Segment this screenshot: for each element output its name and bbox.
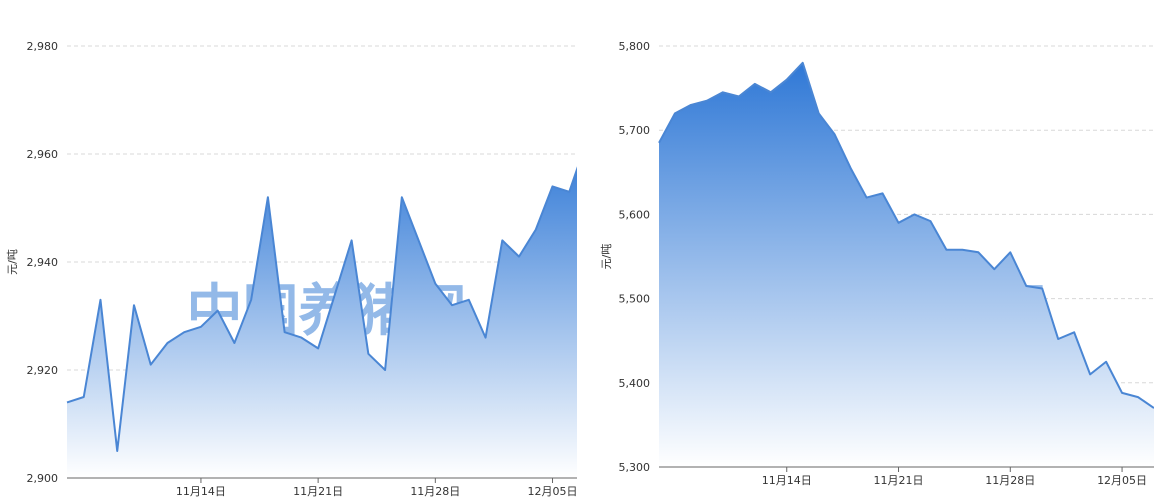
y-tick-label: 2,920 — [27, 364, 59, 377]
x-tick-label: 11月14日 — [176, 485, 226, 498]
y-tick-label: 5,800 — [619, 40, 651, 53]
y-axis-label: 元/吨 — [600, 244, 613, 270]
y-tick-label: 5,700 — [619, 124, 651, 137]
y-tick-label: 2,980 — [27, 40, 59, 53]
x-tick-label: 12月05日 — [1097, 474, 1147, 487]
y-tick-label: 2,900 — [27, 472, 59, 485]
area-fill — [659, 62, 1154, 468]
y-axis-label: 元/吨 — [6, 249, 19, 275]
y-tick-label: 2,960 — [27, 148, 59, 161]
series-line — [658, 61, 1154, 409]
area-fill — [67, 169, 577, 478]
y-tick-label: 5,400 — [619, 377, 651, 390]
y-tick-label: 5,500 — [619, 293, 651, 306]
x-tick-label: 11月14日 — [762, 474, 812, 487]
series-line — [66, 166, 577, 452]
x-tick-label: 12月05日 — [528, 485, 577, 498]
left-chart: 2,900 2,920 2,940 2,960 2,980 中国养猪网 11月14日 11月2… — [6, 40, 577, 498]
x-tick-label: 11月21日 — [293, 485, 343, 498]
chart-svg: 5,3005,4005,5005,6005,7005,800中国养猪网11月14… — [600, 40, 1154, 487]
right-chart: 5,3005,4005,5005,6005,7005,800中国养猪网11月14… — [577, 0, 1154, 503]
y-tick-label: 5,300 — [619, 461, 651, 474]
y-tick-label: 5,600 — [619, 208, 651, 221]
x-tick-label: 11月28日 — [985, 474, 1035, 487]
x-tick-label: 11月28日 — [410, 485, 460, 498]
x-tick-label: 11月21日 — [874, 474, 924, 487]
y-tick-label: 2,940 — [27, 256, 59, 269]
